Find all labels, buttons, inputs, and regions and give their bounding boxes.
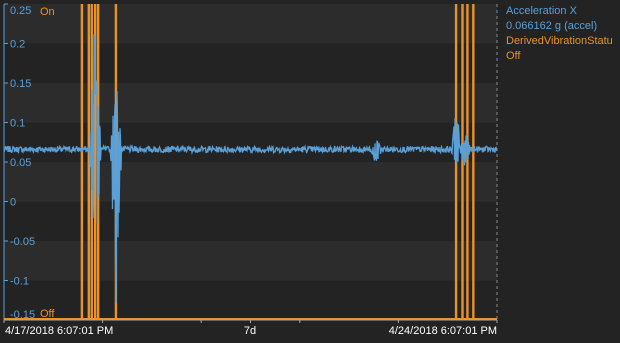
vibration-status-pulse [461, 4, 464, 320]
grid-band [4, 241, 497, 281]
legend-series-acceleration-name[interactable]: Acceleration X [506, 5, 577, 17]
y-tick-label: 0.25 [10, 5, 31, 17]
vibration-status-pulse [87, 4, 90, 320]
vibration-status-pulse [114, 4, 118, 320]
legend-series-vibration-name[interactable]: DerivedVibrationStatu [506, 35, 613, 47]
y-tick-label: 0.15 [10, 78, 31, 90]
y-tick-label: 0 [10, 197, 16, 209]
vibration-status-pulse [466, 4, 469, 320]
vibration-status-pulse [472, 4, 475, 320]
status-on-label: On [40, 6, 55, 18]
vibration-status-pulse [80, 4, 84, 320]
y-tick-label: 0.2 [10, 39, 25, 51]
grid-band [4, 162, 497, 202]
legend: Acceleration X 0.066162 g (accel) Derive… [506, 4, 620, 64]
y-tick-label: -0.1 [10, 276, 29, 288]
legend-series-acceleration-value: 0.066162 g (accel) [506, 20, 598, 32]
x-tick-label-start: 4/17/2018 6:07:01 PM [5, 325, 113, 337]
y-tick-label: 0.05 [10, 157, 31, 169]
vibration-status-pulse [94, 4, 97, 320]
x-tick-label-end: 4/24/2018 6:07:01 PM [389, 325, 497, 337]
x-tick-label-span: 7d [244, 325, 256, 337]
legend-series-vibration-value: Off [506, 50, 521, 62]
acceleration-x-line [3, 34, 498, 304]
y-tick-label: 0.1 [10, 118, 25, 130]
grid-band [4, 83, 497, 123]
status-off-label: Off [40, 308, 55, 320]
grid-band [4, 4, 497, 44]
y-tick-label: -0.05 [10, 236, 35, 248]
